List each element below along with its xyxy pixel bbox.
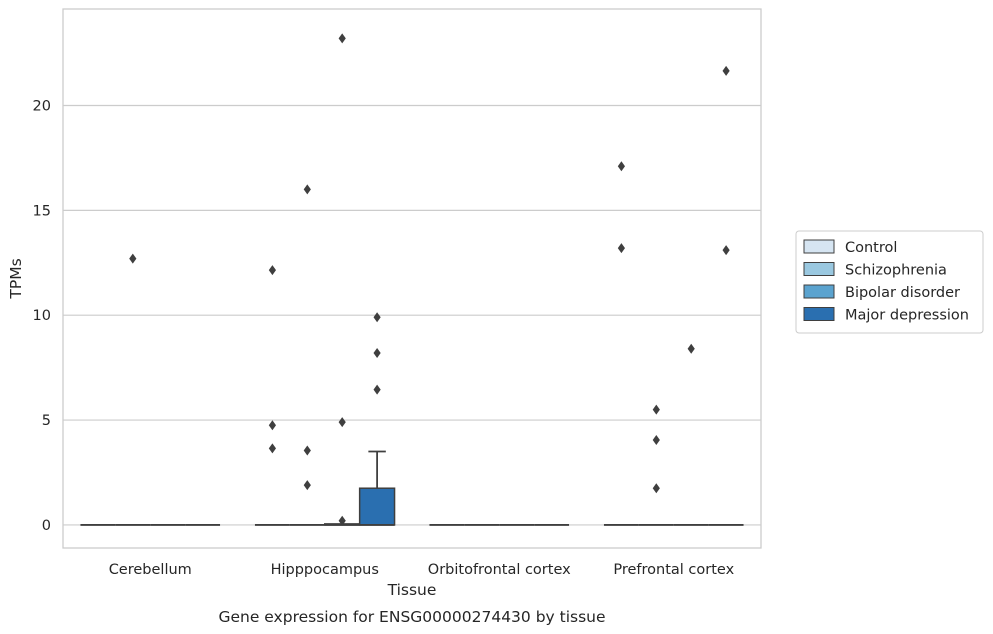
box-body (358, 487, 396, 526)
outlier-point (652, 483, 660, 494)
outlier-point (722, 65, 730, 76)
y-tick-label: 5 (42, 413, 51, 429)
y-tick-label: 15 (33, 203, 51, 219)
grid-lines (63, 104, 761, 526)
x-tick-labels: Cerebellum Hipppocampus Orbitofrontal cort… (109, 562, 735, 578)
outliers-layer (129, 33, 730, 526)
legend-label: Bipolar disorder (845, 285, 960, 301)
outlier-point (373, 312, 381, 323)
x-tick-label: Hipppocampus (271, 562, 379, 578)
legend-swatch (803, 262, 835, 276)
y-axis-label: TPMs (7, 258, 25, 299)
outlier-point (373, 347, 381, 358)
outlier-point (373, 384, 381, 395)
x-axis-label: Tissue (387, 581, 437, 599)
outlier-point (268, 443, 276, 454)
outlier-point (617, 161, 625, 172)
legend-label: Schizophrenia (845, 263, 947, 279)
legend-label: Control (845, 240, 897, 256)
outlier-point (338, 417, 346, 428)
outlier-point (268, 420, 276, 431)
box-major-depression (358, 450, 396, 526)
outlier-point (303, 445, 311, 456)
outlier-point (338, 515, 346, 526)
outlier-point (687, 343, 695, 354)
y-tick-labels: 0 5 10 15 20 (33, 98, 51, 533)
outlier-point (129, 253, 137, 264)
legend-frame (795, 230, 984, 334)
chart-caption: Gene expression for ENSG00000274430 by t… (218, 608, 605, 626)
legend: Control Schizophrenia Bipolar disorder Majo… (795, 230, 984, 334)
y-tick-label: 10 (33, 308, 51, 324)
x-tick-label: Orbitofrontal cortex (428, 562, 571, 578)
outlier-point (617, 243, 625, 254)
legend-swatch (803, 307, 835, 321)
outlier-point (652, 434, 660, 445)
outlier-point (303, 184, 311, 195)
plot-frame (62, 8, 762, 549)
x-tick-label: Prefrontal cortex (613, 562, 734, 578)
outlier-point (303, 480, 311, 491)
outlier-point (268, 265, 276, 276)
legend-swatch (803, 284, 835, 299)
outlier-point (338, 33, 346, 44)
legend-label: Major depression (845, 308, 969, 324)
legend-swatch (803, 239, 835, 254)
y-tick-label: 20 (33, 98, 51, 114)
outlier-point (722, 245, 730, 256)
boxes-layer (80, 450, 744, 526)
y-tick-label: 0 (42, 518, 51, 534)
x-tick-label: Cerebellum (109, 562, 192, 578)
outlier-point (652, 404, 660, 415)
